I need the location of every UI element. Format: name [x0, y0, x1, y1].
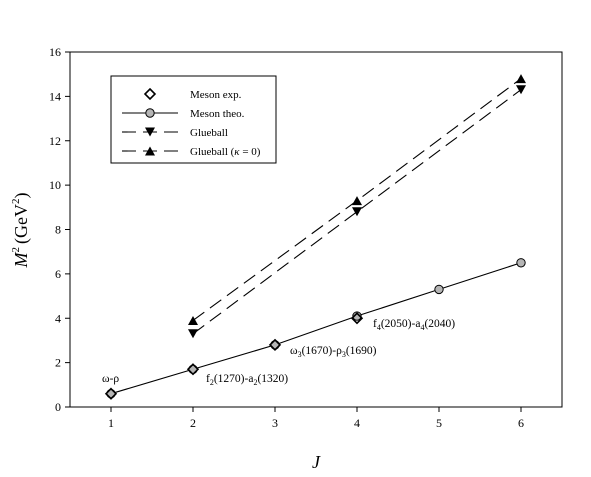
data-point-glueball-0: [352, 196, 362, 206]
x-tick-label: 1: [108, 416, 114, 430]
legend: Meson exp. Meson theo. Glueball Glueball…: [110, 75, 277, 164]
series-line-meson-theo: [110, 262, 522, 395]
x-tick-label: 5: [436, 416, 442, 430]
data-point-meson-theo: [516, 258, 526, 268]
y-tick-label: 12: [49, 134, 61, 148]
series-lines: [110, 78, 522, 395]
legend-label-meson-exp: Meson exp.: [190, 89, 242, 101]
y-tick-label: 6: [55, 267, 61, 281]
annotation-omega-rho: ω-ρ: [102, 373, 119, 385]
legend-box: [110, 75, 277, 164]
series-markers: [104, 74, 526, 400]
data-point-meson-theo: [352, 311, 362, 321]
legend-marker-glueball: [145, 127, 155, 137]
x-tick-label: 4: [354, 416, 360, 430]
y-tick-label: 0: [55, 400, 61, 414]
data-point-glueball: [352, 207, 362, 217]
y-tick-label: 10: [49, 178, 61, 192]
legend-label-meson-theo: Meson theo.: [190, 108, 245, 120]
legend-label-glueball: Glueball: [190, 127, 228, 139]
annotation-omega3-rho3: ω3(1670)-ρ3(1690): [290, 345, 377, 359]
data-point-glueball-0: [516, 74, 526, 84]
annotation-f4-a4: f4(2050)-a4(2040): [373, 318, 455, 332]
legend-marker-meson-exp: [143, 87, 157, 101]
data-point-meson-theo: [434, 284, 444, 295]
data-point-meson-exp: [104, 387, 118, 400]
x-tick-label: 3: [272, 416, 278, 430]
legend-marker-glueball-kappa0: [145, 146, 155, 156]
y-tick-label: 4: [55, 311, 61, 325]
y-tick-label: 16: [49, 45, 61, 59]
y-axis-title: M2(GeV2): [10, 193, 32, 269]
data-point-meson-exp: [186, 363, 200, 376]
x-tick-label: 6: [518, 416, 524, 430]
legend-label-glueball-kappa0: Glueball (κ = 0): [190, 146, 261, 158]
data-point-glueball: [188, 329, 198, 339]
series-line-glueball: [192, 89, 522, 335]
y-tick-label: 8: [55, 223, 61, 237]
legend-keys: [122, 87, 178, 156]
data-point-glueball-0: [188, 315, 198, 325]
y-tick-label: 2: [55, 356, 61, 370]
x-tick-label: 2: [190, 416, 196, 430]
legend-marker-meson-theo: [145, 108, 155, 118]
data-point-meson-exp: [350, 312, 364, 325]
series-line-glueball-0: [192, 78, 522, 321]
annotation-f2-a2: f2(1270)-a2(1320): [206, 373, 288, 387]
x-axis-title: J: [312, 452, 321, 472]
data-point-meson-exp: [268, 338, 282, 352]
data-point-glueball: [516, 85, 526, 95]
y-tick-label: 14: [49, 89, 61, 103]
